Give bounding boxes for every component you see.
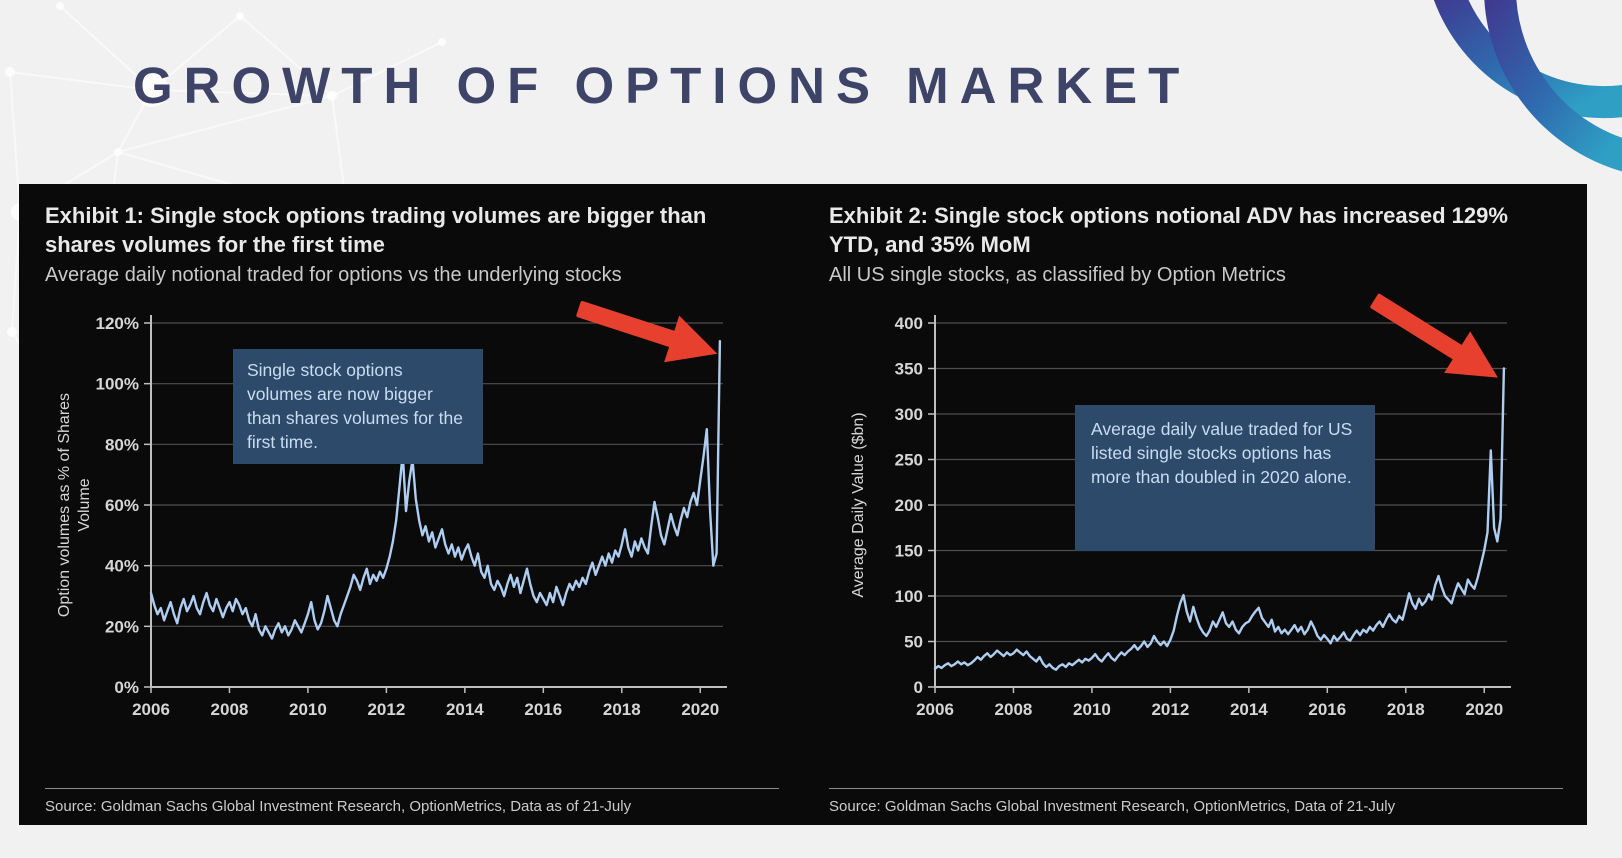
chart-section-exhibit-2: Exhibit 2: Single stock options notional… (803, 184, 1587, 825)
svg-text:50: 50 (904, 633, 923, 652)
svg-text:2012: 2012 (1151, 700, 1189, 719)
svg-text:100%: 100% (96, 375, 139, 394)
chart-plot-area: Option volumes as % of Shares Volume 0% 2… (45, 297, 779, 755)
charts-panel: Exhibit 1: Single stock options trading … (19, 184, 1587, 825)
svg-text:0%: 0% (114, 678, 139, 697)
svg-text:2008: 2008 (995, 700, 1033, 719)
svg-text:150: 150 (895, 542, 923, 561)
svg-text:0: 0 (914, 678, 923, 697)
svg-text:200: 200 (895, 496, 923, 515)
red-arrow-icon (576, 301, 718, 363)
chart-subtitle: All US single stocks, as classified by O… (829, 264, 1286, 287)
svg-text:2018: 2018 (1387, 700, 1425, 719)
annotation-box: Single stock options volumes are now big… (233, 349, 483, 465)
chart-title: Exhibit 1: Single stock options trading … (45, 203, 707, 257)
svg-text:2016: 2016 (1308, 700, 1346, 719)
svg-text:2008: 2008 (211, 700, 249, 719)
svg-text:2012: 2012 (367, 700, 405, 719)
svg-text:300: 300 (895, 405, 923, 424)
source-text: Source: Goldman Sachs Global Investment … (45, 788, 779, 815)
svg-text:80%: 80% (105, 436, 139, 455)
svg-text:100: 100 (895, 587, 923, 606)
line-chart: 0% 20% 40% 60% 80% 100% 120% 2006 2008 2010 2012 20… (96, 314, 727, 719)
svg-text:2010: 2010 (1073, 700, 1111, 719)
svg-text:2016: 2016 (524, 700, 562, 719)
brand-arcs-icon (1433, 0, 1622, 172)
source-text: Source: Goldman Sachs Global Investment … (829, 788, 1563, 815)
svg-text:60%: 60% (105, 496, 139, 515)
svg-text:400: 400 (895, 314, 923, 333)
svg-text:40%: 40% (105, 557, 139, 576)
chart-title: Exhibit 2: Single stock options notional… (829, 203, 1508, 257)
red-arrow-icon (1370, 293, 1498, 378)
svg-text:120%: 120% (96, 314, 139, 333)
chart-subtitle: Average daily notional traded for option… (45, 264, 622, 287)
annotation-box: Average daily value traded for US listed… (1075, 405, 1375, 552)
chart-plot-area: Average Daily Value ($bn) 0 50 100 150 200 25… (829, 293, 1563, 755)
svg-text:2020: 2020 (1465, 700, 1503, 719)
svg-text:2014: 2014 (1230, 700, 1268, 719)
svg-text:350: 350 (895, 360, 923, 379)
svg-text:2018: 2018 (603, 700, 641, 719)
svg-text:2006: 2006 (132, 700, 170, 719)
annotation-text: Average daily value traded for US listed… (1091, 419, 1353, 487)
svg-text:250: 250 (895, 451, 923, 470)
svg-text:20%: 20% (105, 618, 139, 637)
svg-text:2014: 2014 (446, 700, 484, 719)
svg-text:2020: 2020 (681, 700, 719, 719)
svg-text:2010: 2010 (289, 700, 327, 719)
annotation-text: Single stock options volumes are now big… (247, 360, 463, 452)
svg-text:2006: 2006 (916, 700, 954, 719)
chart-section-exhibit-1: Exhibit 1: Single stock options trading … (19, 184, 803, 825)
page-title: GROWTH OF OPTIONS MARKET (133, 57, 1191, 114)
